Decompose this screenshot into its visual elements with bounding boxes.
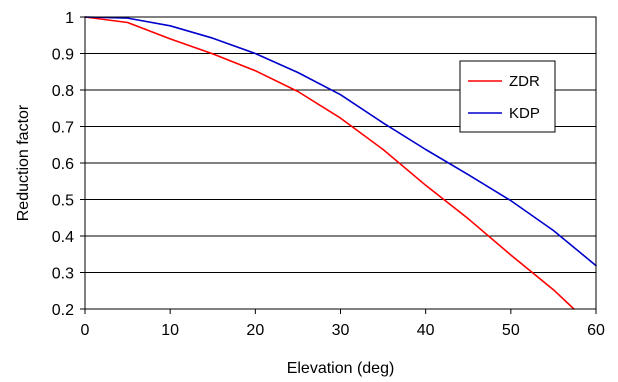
x-tick-label-5: 50 [502,322,520,339]
y-tick-label-0: 0.2 [52,302,74,319]
legend: ZDR KDP [459,60,556,133]
legend-label-kdp: KDP [509,105,540,122]
x-axis-ticks: 0 10 20 30 40 50 60 [81,309,605,339]
legend-box [459,60,556,133]
series-line-kdp [84,16,597,267]
y-tick-label-6: 0.8 [52,83,74,100]
legend-label-zdr: ZDR [509,73,540,90]
x-tick-label-4: 40 [417,322,435,339]
x-axis-label: Elevation (deg) [287,360,395,377]
y-tick-label-7: 0.9 [52,47,74,64]
x-tick-label-6: 60 [587,322,605,339]
series-line-zdr [84,16,575,310]
series-group [84,16,597,310]
x-tick-label-2: 20 [246,322,264,339]
x-tick-label-3: 30 [332,322,350,339]
y-axis-label: Reduction factor [15,104,32,221]
y-tick-label-4: 0.6 [52,156,74,173]
y-tick-label-5: 0.7 [52,120,74,137]
y-tick-label-3: 0.5 [52,193,74,210]
x-tick-label-0: 0 [81,322,90,339]
y-axis-ticks: 0.2 0.3 0.4 0.5 0.6 0.7 0.8 0.9 1 [52,10,85,319]
y-tick-label-1: 0.3 [52,266,74,283]
y-tick-label-8: 1 [65,10,74,27]
y-tick-label-2: 0.4 [52,229,74,246]
x-tick-label-1: 10 [161,322,179,339]
